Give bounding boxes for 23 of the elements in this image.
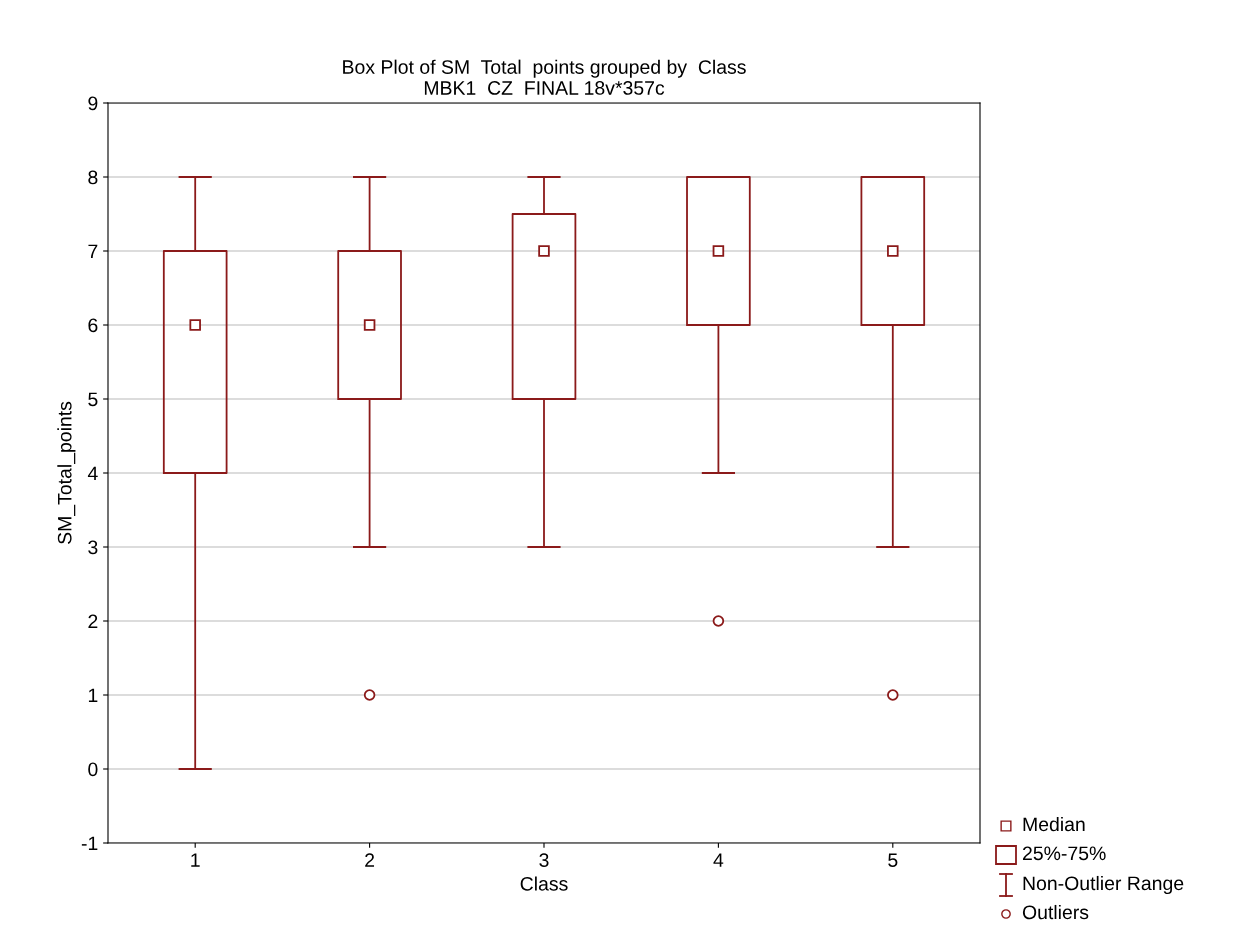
text: Non-Outlier Range — [1023, 875, 1184, 895]
y-tick-label: 8 — [88, 170, 98, 185]
y-tick-label: 4 — [87, 466, 98, 481]
text: 25%-75% — [1022, 846, 1106, 861]
y-axis-title: SM_Total_points — [57, 401, 76, 544]
y-tick-label: 3 — [88, 540, 98, 555]
x-tick-label: 4 — [713, 853, 724, 867]
text: Median — [1023, 816, 1085, 832]
x-tick-label: 5 — [888, 853, 898, 867]
y-tick-label: 7 — [88, 244, 98, 259]
chart-title: Box Plot of SM Total points grouped by Class MBK1 CZ FINAL 18v*357c — [343, 59, 746, 95]
y-tick-label: 0 — [88, 762, 98, 777]
x-tick-label: 1 — [191, 853, 200, 867]
y-tick-label: -1 — [81, 836, 98, 851]
y-tick-label: 9 — [88, 96, 98, 111]
y-tick-label: 2 — [88, 614, 98, 629]
text: Outliers — [1022, 904, 1089, 920]
y-tick-label: 1 — [88, 688, 98, 703]
x-tick-label: 3 — [539, 853, 549, 867]
y-tick-label: 5 — [88, 392, 98, 407]
x-tick-label: 2 — [365, 853, 375, 867]
y-tick-label: 6 — [88, 318, 98, 333]
x-axis-title: Class — [520, 876, 568, 891]
